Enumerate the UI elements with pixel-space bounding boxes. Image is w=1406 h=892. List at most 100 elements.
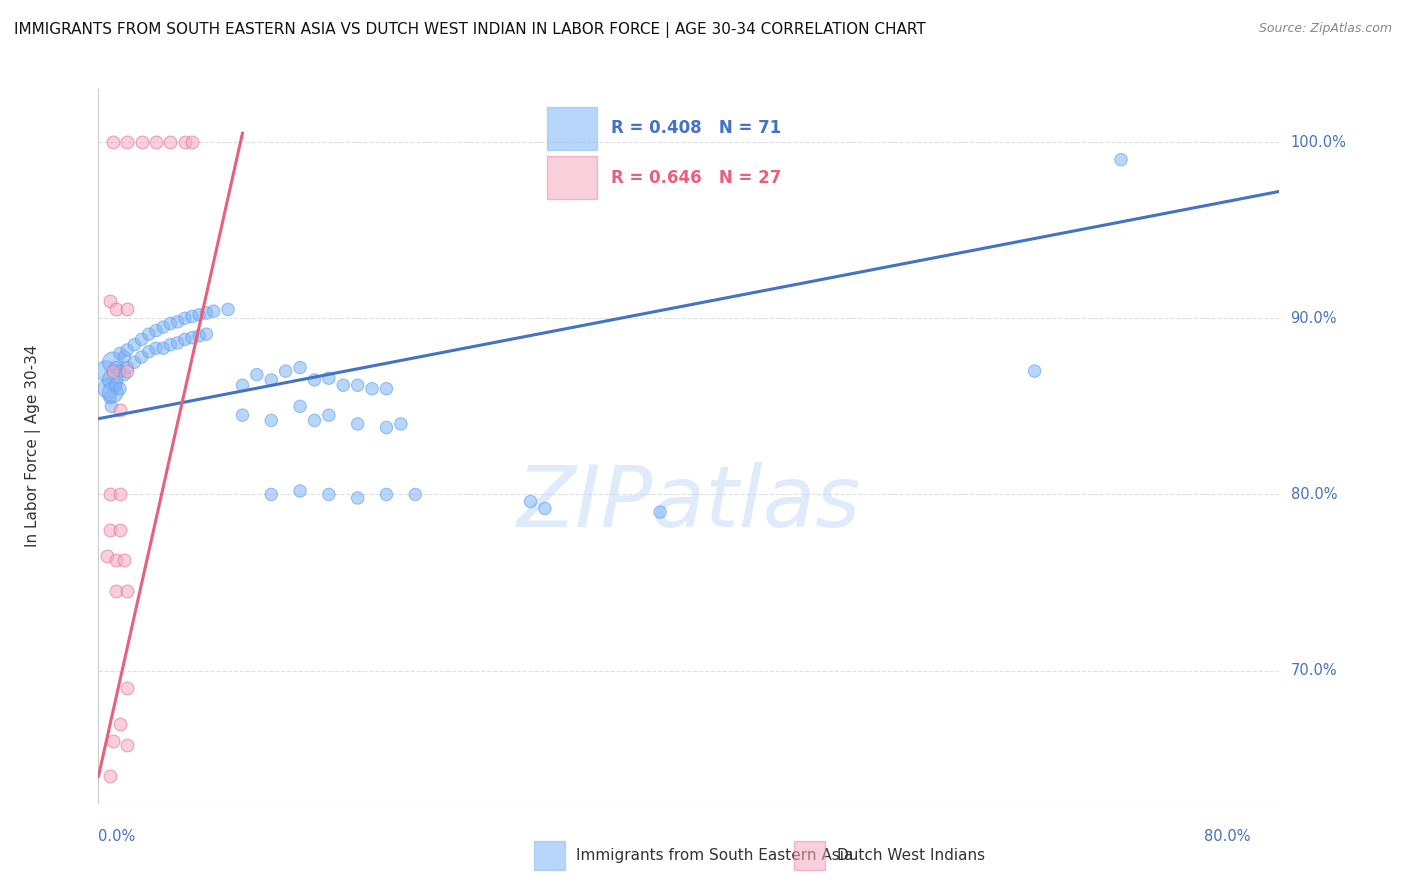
Point: [115, 681, 138, 696]
Point: [1024, 364, 1046, 378]
Point: [108, 382, 131, 396]
Point: [115, 343, 138, 357]
Point: [650, 505, 672, 519]
Point: [101, 385, 124, 400]
Point: [104, 552, 127, 566]
Point: [188, 308, 211, 322]
Point: [274, 364, 297, 378]
Point: [112, 368, 135, 382]
Point: [159, 337, 181, 351]
Point: [115, 364, 138, 378]
Point: [104, 584, 127, 599]
Point: [375, 420, 398, 434]
Point: [166, 315, 188, 329]
Point: [101, 373, 124, 387]
Point: [96, 549, 118, 563]
Text: Source: ZipAtlas.com: Source: ZipAtlas.com: [1258, 22, 1392, 36]
Point: [318, 371, 340, 385]
Point: [145, 341, 167, 355]
Point: [404, 487, 426, 501]
Point: [131, 135, 153, 149]
Point: [131, 350, 153, 364]
Point: [101, 734, 124, 748]
Text: 80.0%: 80.0%: [1291, 487, 1337, 502]
Point: [181, 331, 204, 345]
Point: [115, 302, 138, 317]
Point: [288, 483, 311, 498]
Point: [152, 320, 174, 334]
Text: Dutch West Indians: Dutch West Indians: [837, 848, 984, 863]
Point: [288, 400, 311, 414]
Point: [159, 135, 181, 149]
Point: [246, 368, 269, 382]
Point: [346, 491, 368, 505]
Point: [188, 329, 211, 343]
Point: [145, 135, 167, 149]
Point: [217, 302, 239, 317]
Text: R = 0.408   N = 71: R = 0.408 N = 71: [612, 120, 782, 137]
Point: [97, 382, 120, 396]
Point: [124, 337, 146, 351]
Text: 100.0%: 100.0%: [1291, 135, 1347, 150]
Point: [98, 769, 121, 783]
Point: [98, 391, 121, 405]
Point: [361, 382, 384, 396]
Text: Immigrants from South Eastern Asia: Immigrants from South Eastern Asia: [576, 848, 853, 863]
Text: 80.0%: 80.0%: [1204, 830, 1251, 844]
Point: [181, 135, 204, 149]
Point: [108, 346, 131, 360]
Point: [173, 135, 195, 149]
Point: [519, 494, 541, 508]
Point: [389, 417, 412, 431]
Point: [98, 487, 121, 501]
Point: [138, 344, 160, 359]
FancyBboxPatch shape: [547, 156, 596, 199]
Point: [108, 487, 131, 501]
Point: [534, 501, 557, 516]
FancyBboxPatch shape: [547, 107, 596, 150]
Point: [318, 487, 340, 501]
Point: [346, 417, 368, 431]
Text: 70.0%: 70.0%: [1291, 663, 1337, 678]
Text: R = 0.646   N = 27: R = 0.646 N = 27: [612, 169, 782, 186]
Point: [94, 364, 117, 378]
Point: [159, 317, 181, 331]
Point: [115, 360, 138, 375]
Point: [108, 716, 131, 731]
Point: [195, 327, 218, 342]
Point: [104, 378, 127, 392]
Point: [260, 373, 283, 387]
Point: [304, 413, 326, 427]
Point: [288, 360, 311, 375]
Point: [318, 408, 340, 422]
Point: [115, 738, 138, 752]
Point: [195, 306, 218, 320]
Point: [231, 408, 253, 422]
Point: [304, 373, 326, 387]
Text: In Labor Force | Age 30-34: In Labor Force | Age 30-34: [25, 344, 41, 548]
Point: [375, 487, 398, 501]
Point: [375, 382, 398, 396]
Point: [173, 332, 195, 346]
Point: [100, 400, 122, 414]
Point: [138, 327, 160, 342]
Point: [101, 364, 124, 378]
Text: 90.0%: 90.0%: [1291, 310, 1337, 326]
Point: [260, 487, 283, 501]
Point: [98, 523, 121, 537]
Point: [101, 135, 124, 149]
Point: [181, 310, 204, 324]
Point: [260, 413, 283, 427]
Point: [202, 304, 225, 318]
Point: [112, 552, 135, 566]
Point: [108, 523, 131, 537]
Point: [101, 355, 124, 369]
Point: [332, 378, 354, 392]
Point: [124, 355, 146, 369]
Point: [131, 332, 153, 346]
Point: [152, 341, 174, 355]
Point: [108, 364, 131, 378]
Point: [1109, 153, 1132, 167]
Point: [108, 403, 131, 417]
Point: [346, 378, 368, 392]
